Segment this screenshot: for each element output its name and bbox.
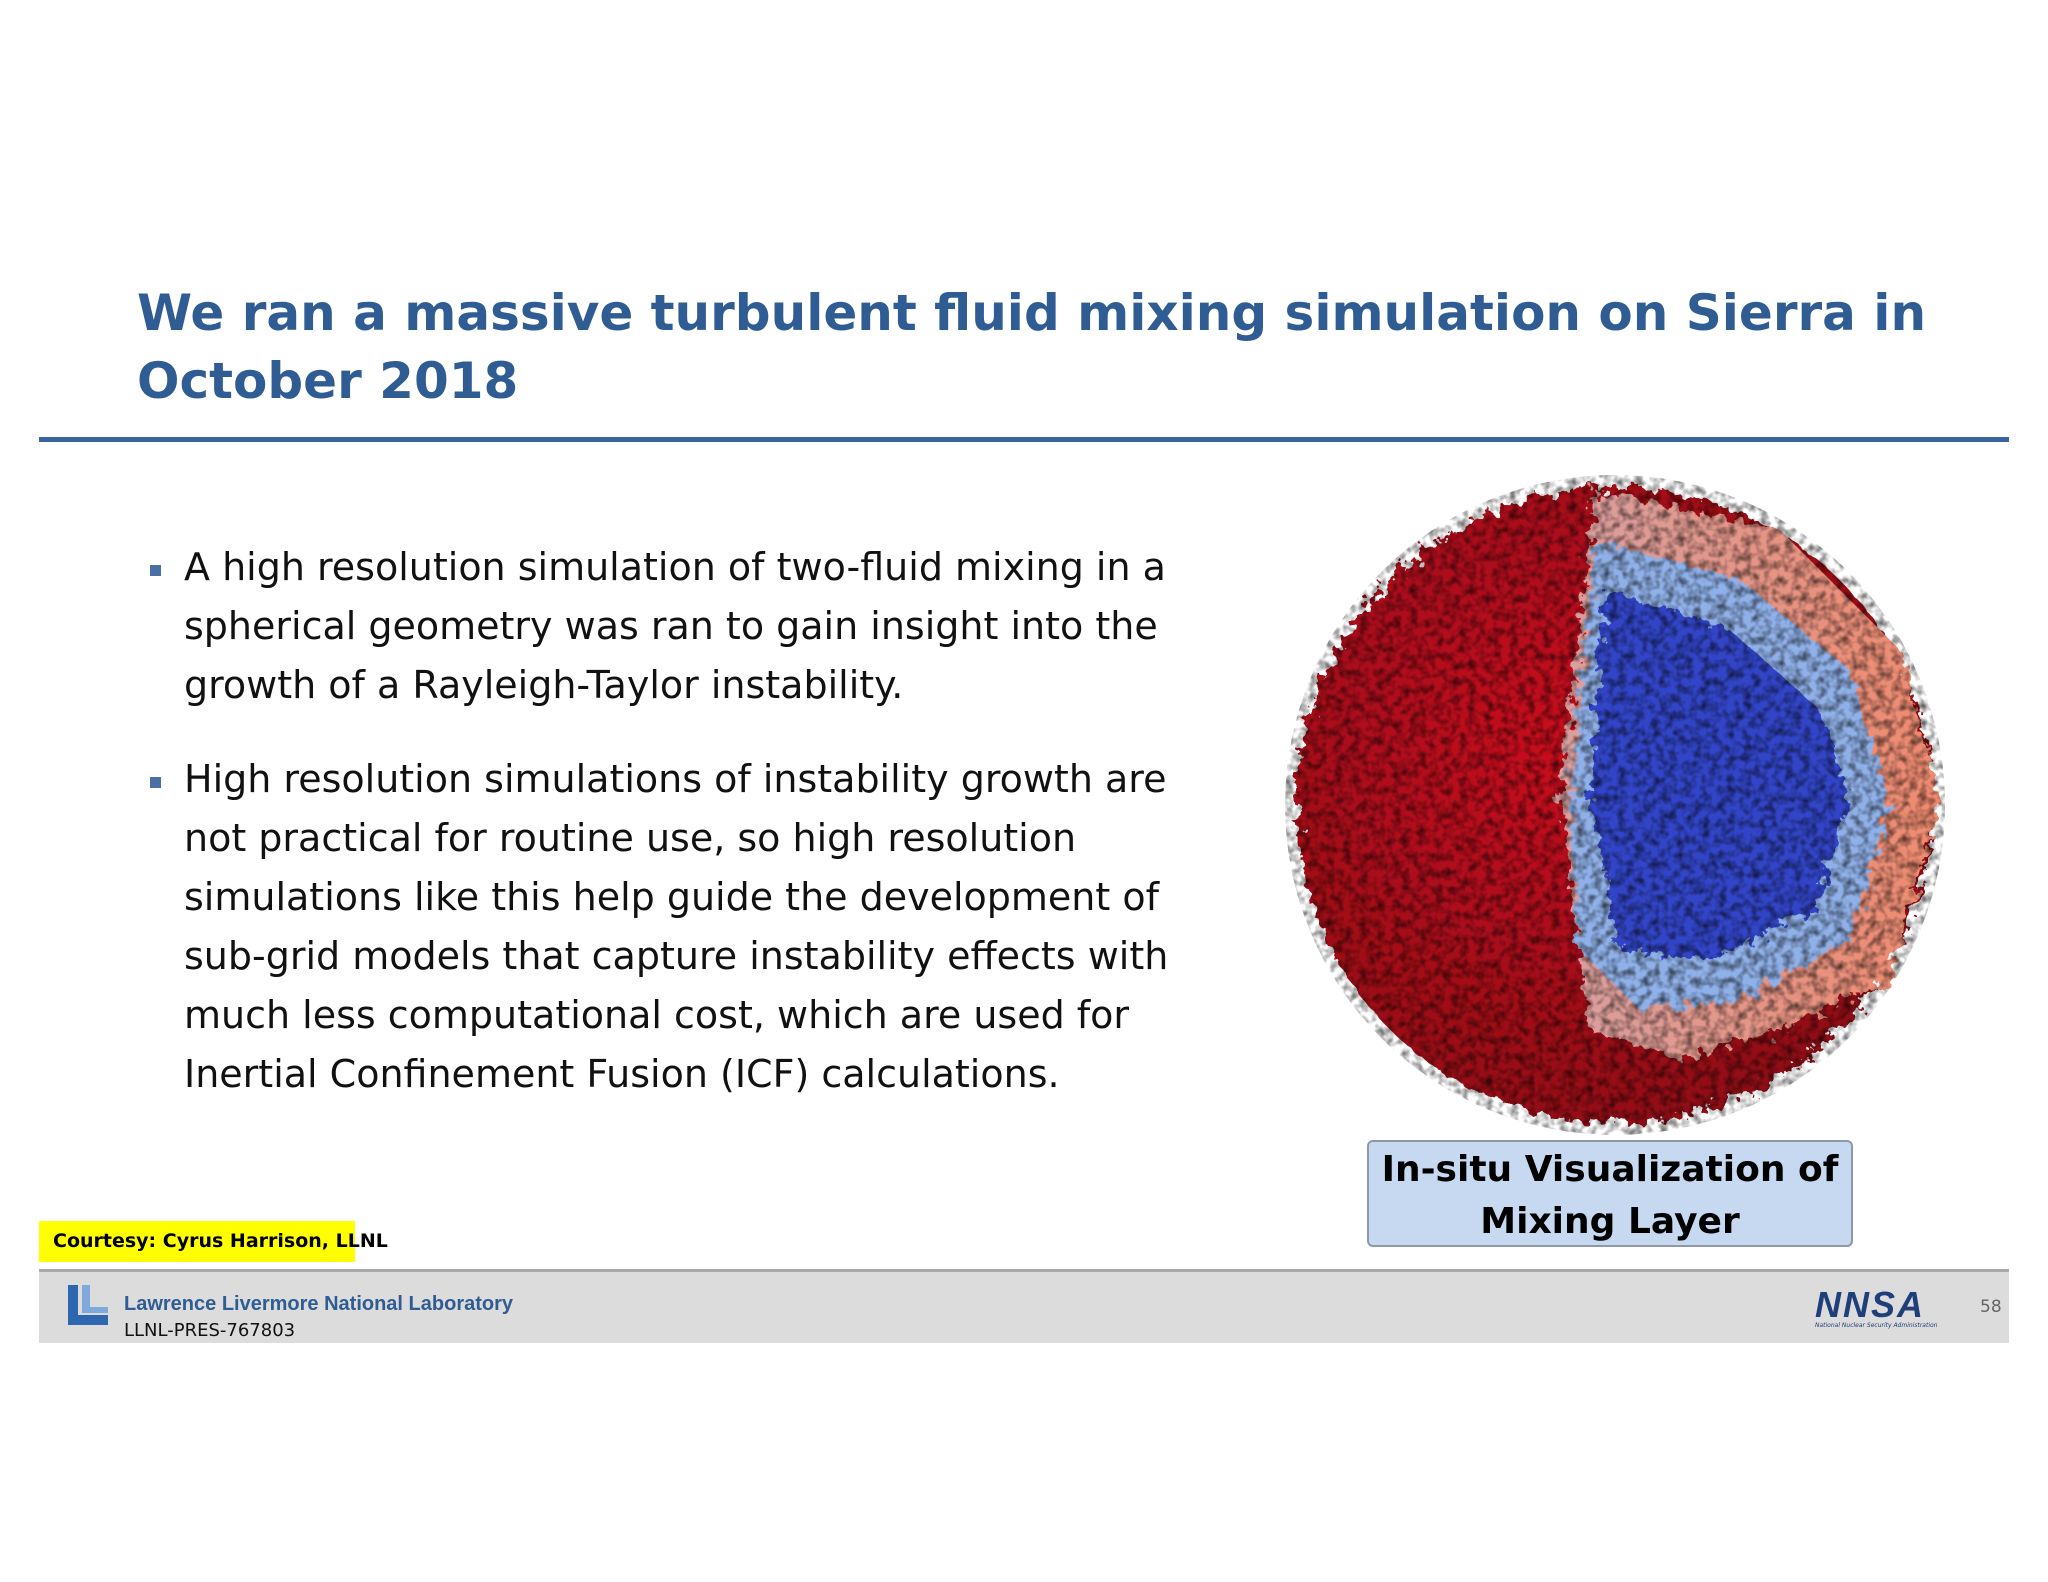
title-line: We ran a massive turbulent fluid mixing … [137, 284, 1927, 342]
agency-name: National Nuclear Security Administration [1815, 1322, 1938, 1329]
nnsa-logo: NNSA [1815, 1284, 1926, 1325]
bullet-line: growth of a Rayleigh-Taylor instability. [184, 663, 904, 707]
bullet-marker [150, 777, 161, 788]
llnl-logo [68, 1285, 108, 1325]
bullet-marker [150, 565, 161, 576]
caption-box: In-situ Visualization of Mixing Layer [1367, 1140, 1853, 1247]
bullet-line: High resolution simulations of instabili… [184, 757, 1167, 801]
lab-name: Lawrence Livermore National Laboratory [124, 1293, 514, 1315]
courtesy-label: Courtesy: Cyrus Harrison, LLNL [39, 1221, 388, 1262]
bullet-line: simulations like this help guide the dev… [184, 875, 1159, 919]
title-line: October 2018 [137, 352, 519, 410]
bullet-line: Inertial Confinement Fusion (ICF) calcul… [184, 1052, 1060, 1096]
title: We ran a massive turbulent fluid mixing … [137, 279, 1926, 415]
bullet-line: sub-grid models that capture instability… [184, 934, 1169, 978]
simulation-image [1285, 475, 1945, 1135]
page-number: 58 [1980, 1297, 2002, 1317]
bullet-line: A high resolution simulation of two-flui… [184, 545, 1166, 589]
caption-line: Mixing Layer [1480, 1201, 1740, 1242]
bullet-line: spherical geometry was ran to gain insig… [184, 604, 1158, 648]
bullet-line: not practical for routine use, so high r… [184, 816, 1077, 860]
title-rule [39, 437, 2009, 442]
footer-bar [39, 1269, 2009, 1343]
caption-line: In-situ Visualization of [1381, 1149, 1839, 1190]
bullet-line: much less computational cost, which are … [184, 993, 1130, 1037]
doc-id: LLNL-PRES-767803 [124, 1320, 296, 1341]
